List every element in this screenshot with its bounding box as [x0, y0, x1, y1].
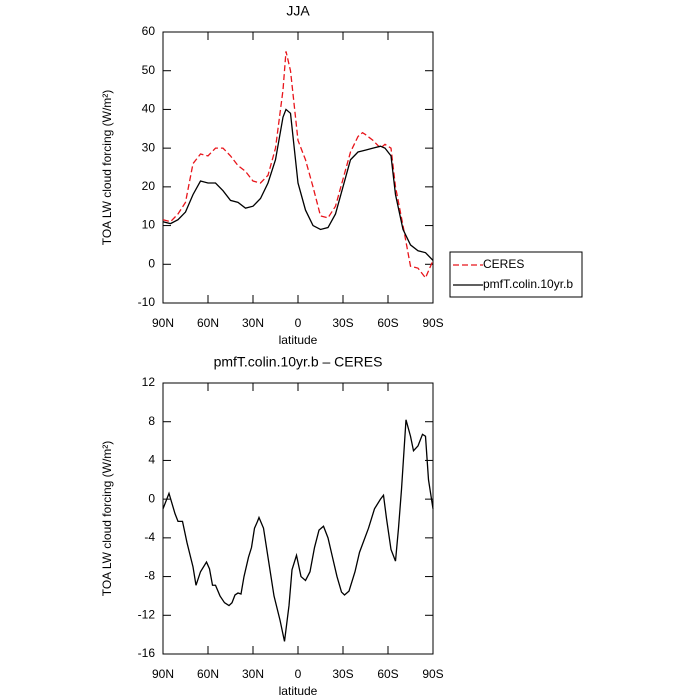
data-line	[162, 51, 434, 280]
y-tick-label: 0	[148, 491, 155, 505]
y-tick-label: 60	[142, 24, 156, 38]
x-tick-label: 90S	[422, 316, 443, 330]
x-tick-label: 60S	[377, 667, 398, 681]
x-tick-label: 60S	[377, 316, 398, 330]
data-line	[162, 419, 434, 642]
y-tick-label: -4	[144, 530, 155, 544]
x-axis-label: latitude	[279, 684, 318, 698]
y-tick-label: -16	[138, 646, 156, 660]
y-axis-label: TOA LW cloud forcing (W/m²)	[100, 441, 114, 597]
y-tick-label: 12	[142, 375, 156, 389]
x-tick-label: 90N	[152, 316, 174, 330]
y-axis-label: TOA LW cloud forcing (W/m²)	[100, 90, 114, 246]
chart-title: JJA	[286, 3, 310, 19]
x-tick-label: 90N	[152, 667, 174, 681]
legend-label: pmfT.colin.10yr.b	[483, 277, 573, 291]
y-tick-label: 50	[142, 63, 156, 77]
x-axis-label: latitude	[279, 333, 318, 347]
x-tick-label: 30S	[332, 316, 353, 330]
x-tick-label: 30S	[332, 667, 353, 681]
y-tick-label: -12	[138, 607, 156, 621]
chart-title: pmfT.colin.10yr.b – CERES	[214, 354, 383, 370]
legend-box	[449, 251, 583, 298]
x-tick-label: 30N	[242, 316, 264, 330]
y-tick-label: 30	[142, 140, 156, 154]
legend-label: CERES	[483, 257, 524, 271]
y-tick-label: -10	[138, 295, 156, 309]
data-line	[162, 108, 434, 261]
y-tick-label: 20	[142, 179, 156, 193]
x-tick-label: 60N	[197, 316, 219, 330]
y-tick-label: 8	[148, 414, 155, 428]
y-tick-label: 10	[142, 218, 156, 232]
x-tick-label: 30N	[242, 667, 264, 681]
y-tick-label: 4	[148, 453, 155, 467]
y-tick-label: 40	[142, 102, 156, 116]
y-tick-label: -8	[144, 569, 155, 583]
x-tick-label: 0	[295, 316, 302, 330]
plot-frame	[162, 382, 434, 655]
x-tick-label: 60N	[197, 667, 219, 681]
x-tick-label: 90S	[422, 667, 443, 681]
x-tick-label: 0	[295, 667, 302, 681]
y-tick-label: 0	[148, 256, 155, 270]
